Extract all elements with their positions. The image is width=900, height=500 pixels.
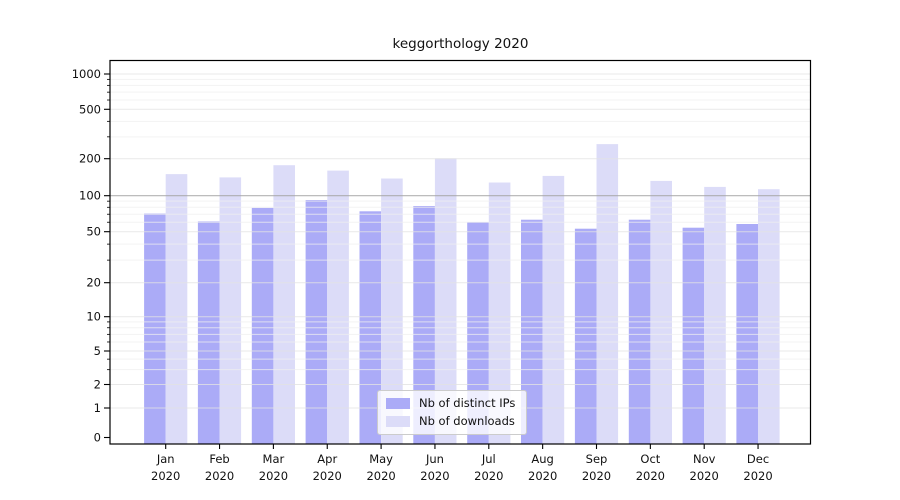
- chart-title: keggorthology 2020: [392, 36, 529, 52]
- y-tick-label: 1: [94, 401, 101, 415]
- x-tick-label-year: 2020: [205, 469, 234, 483]
- bar-downloads-apr: [327, 170, 349, 444]
- legend-label: Nb of distinct IPs: [419, 396, 516, 410]
- grid-lines: [110, 73, 811, 409]
- bar-downloads-nov: [704, 186, 726, 444]
- x-tick-label-month: Jun: [425, 452, 444, 466]
- legend-swatch: [386, 415, 410, 427]
- y-tick-label: 0: [94, 431, 101, 445]
- legend: Nb of distinct IPs Nb of downloads: [377, 390, 528, 435]
- y-tick-label: 20: [86, 276, 101, 290]
- y-tick-label: 2: [94, 378, 101, 392]
- bar-ips-nov: [682, 227, 705, 444]
- y-axis: 0 1 2 5 10 20 50 100 200 500 1000: [72, 67, 110, 445]
- x-tick-label-month: Mar: [263, 452, 285, 466]
- x-tick-label-year: 2020: [636, 469, 665, 483]
- bar-ips-mar: [251, 207, 274, 444]
- x-tick-label-month: Nov: [693, 452, 716, 466]
- x-tick-label-month: May: [369, 452, 393, 466]
- y-tick-label: 100: [79, 189, 101, 203]
- x-tick-label-year: 2020: [528, 469, 557, 483]
- x-tick-label-year: 2020: [690, 469, 719, 483]
- legend-label: Nb of downloads: [419, 414, 515, 428]
- x-tick-label-year: 2020: [313, 469, 342, 483]
- bar-downloads-may: [381, 178, 403, 444]
- x-axis: Jan 2020 Feb 2020 Mar 2020 Apr 2020 May 2020 Jun 20…: [151, 444, 773, 483]
- x-tick-label-month: Sep: [586, 452, 608, 466]
- x-tick-label-year: 2020: [366, 469, 395, 483]
- bar-downloads-aug: [542, 175, 565, 444]
- legend-item: Nb of distinct IPs: [386, 396, 515, 410]
- bar-downloads-sep: [596, 144, 619, 444]
- bar-ips-jul: [467, 222, 489, 444]
- bar-downloads-jun: [434, 158, 457, 444]
- x-tick-label-month: Feb: [209, 452, 229, 466]
- y-tick-label: 200: [79, 152, 101, 166]
- y-tick-label: 50: [86, 225, 101, 239]
- bar-ips-feb: [197, 221, 220, 444]
- x-tick-label-month: Apr: [317, 452, 337, 466]
- x-tick-label-month: Aug: [531, 452, 553, 466]
- bar-downloads-oct: [650, 180, 672, 444]
- x-tick-label-month: Oct: [640, 452, 660, 466]
- bar-downloads-jan: [165, 174, 188, 444]
- bar-downloads-feb: [219, 177, 242, 444]
- x-tick-label-month: Jul: [481, 452, 496, 466]
- x-tick-label-month: Dec: [747, 452, 769, 466]
- y-tick-label: 1000: [72, 67, 101, 81]
- x-tick-label-year: 2020: [259, 469, 288, 483]
- y-tick-label: 10: [86, 310, 101, 324]
- bar-ips-oct: [628, 219, 651, 444]
- legend-swatch: [386, 397, 410, 409]
- plot-frame: [109, 59, 812, 445]
- bar-ips-aug: [521, 219, 543, 444]
- x-tick-label-year: 2020: [151, 469, 180, 483]
- bar-downloads-mar: [273, 165, 295, 444]
- x-tick-label-year: 2020: [420, 469, 449, 483]
- y-tick-label: 5: [94, 344, 101, 358]
- x-tick-label-year: 2020: [743, 469, 772, 483]
- x-tick-label-year: 2020: [582, 469, 611, 483]
- x-tick-label-month: Jan: [156, 452, 175, 466]
- bar-downloads-jul: [488, 182, 511, 444]
- legend-item: Nb of downloads: [386, 414, 515, 428]
- bar-ips-jan: [144, 213, 166, 444]
- x-tick-label-year: 2020: [474, 469, 503, 483]
- y-tick-label: 500: [79, 102, 101, 116]
- bar-ips-sep: [574, 228, 597, 444]
